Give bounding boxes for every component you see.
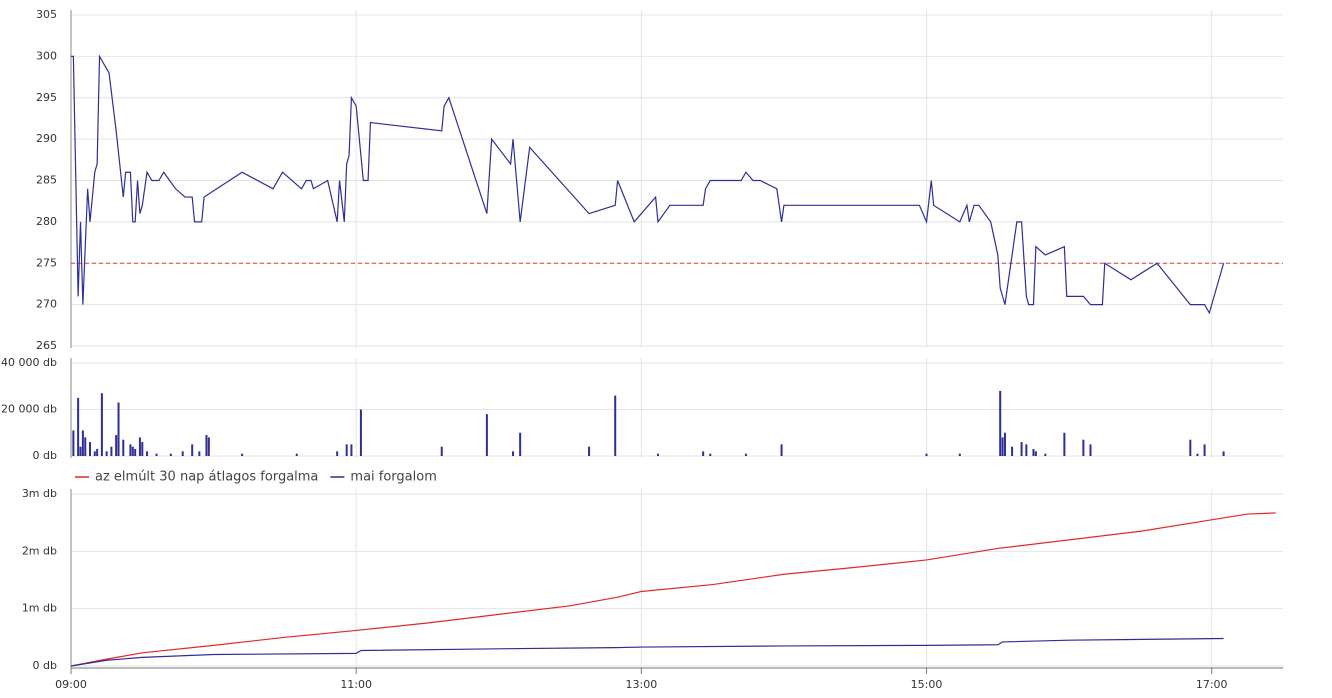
bar [345,444,348,456]
bar [1034,451,1037,456]
y-tick-label: 290 [36,132,57,145]
y-tick-label: 275 [36,256,57,269]
bar [1011,446,1014,456]
bar [295,453,298,456]
bar [89,442,92,456]
bar [512,451,515,456]
bar [1189,439,1192,456]
bar [1063,432,1066,456]
bar [519,432,522,456]
y-tick-label: 265 [36,339,57,352]
bar [77,397,80,456]
bar [131,446,134,456]
price-line [71,54,1225,315]
bar [925,453,928,456]
y-tick-label: 270 [36,298,57,311]
bar [1089,444,1092,456]
bar [1196,453,1199,456]
bar [958,453,961,456]
bar [122,439,125,456]
bar [141,442,144,456]
series-line [70,512,1276,667]
bar [155,453,158,456]
bar [1222,451,1225,456]
bar [999,390,1002,456]
bar [440,446,443,456]
bar [656,453,659,456]
bar [709,453,712,456]
bar [744,453,747,456]
x-tick-label: 13:00 [626,678,658,691]
bar [117,402,120,456]
bar [105,451,108,456]
bar [205,435,208,456]
y-tick-label: 285 [36,174,57,187]
bar [100,393,103,456]
y-tick-label: 295 [36,91,57,104]
bar [93,451,96,456]
bar [138,437,141,456]
x-tick-label: 09:00 [55,678,87,691]
bar [614,395,617,456]
bar [169,453,172,456]
y-tick-label: 2m db [22,544,57,557]
x-tick-label: 17:00 [1196,678,1228,691]
bar [241,453,244,456]
bar [780,444,783,456]
bar [96,449,99,456]
bar [207,437,210,456]
bar [1020,442,1023,456]
y-tick-label: 20 000 db [1,403,57,416]
y-tick-label: 305 [36,8,57,21]
bar [1001,437,1004,456]
y-tick-label: 280 [36,215,57,228]
bar [81,430,84,456]
bar [84,437,87,456]
bar [1003,432,1006,456]
bar [110,446,113,456]
bar [336,451,339,456]
bar [359,409,362,456]
bar [72,430,75,456]
bar [146,451,149,456]
bar [350,444,353,456]
bar [1025,444,1028,456]
y-tick-label: 40 000 db [1,356,57,369]
x-tick-label: 11:00 [340,678,372,691]
x-tick-label: 15:00 [911,678,943,691]
bar [588,446,591,456]
bar [1203,444,1206,456]
y-tick-label: 0 db [33,449,57,462]
legend: az elmúlt 30 nap átlagos forgalma mai for… [75,470,437,485]
bar [1082,439,1085,456]
y-tick-label: 1m db [22,602,57,615]
y-tick-label: 0 db [33,659,57,672]
legend-label: mai forgalom [350,470,436,485]
series-line [70,637,1224,667]
legend-label: az elmúlt 30 nap átlagos forgalma [95,470,318,485]
bar [485,414,488,456]
bar [79,446,82,456]
bar [129,444,132,456]
bar [1032,449,1035,456]
bar [198,451,201,456]
y-tick-label: 3m db [22,487,57,500]
y-tick-label: 300 [36,49,57,62]
bar [115,435,118,456]
bar [134,449,137,456]
bar [1044,453,1047,456]
bar [191,444,194,456]
bar [702,451,705,456]
bar [181,451,184,456]
